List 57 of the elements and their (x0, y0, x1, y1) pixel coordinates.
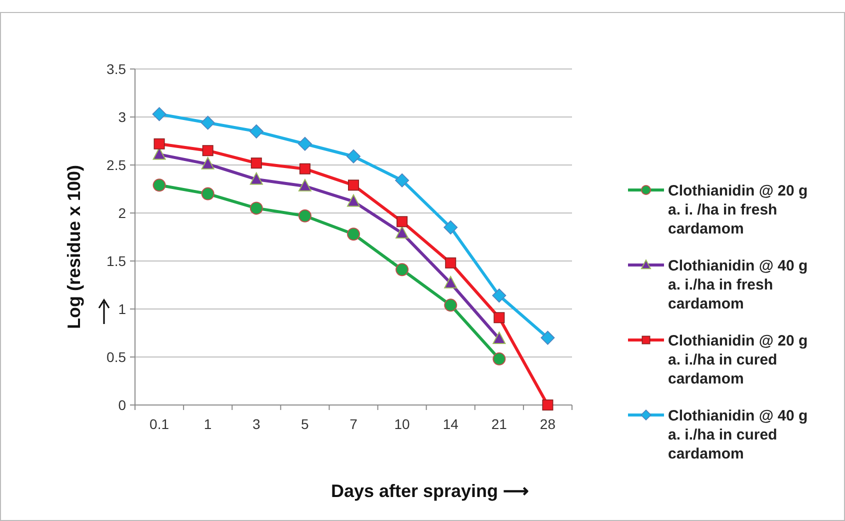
y-tick-label: 2 (118, 204, 126, 221)
point (152, 178, 166, 192)
legend-label: Clothianidin @ 40 g a. i./ha in fresh cardamom (668, 257, 808, 312)
x-tick-label: 21 (491, 416, 508, 432)
point (250, 158, 262, 169)
point (396, 263, 409, 276)
point (201, 156, 214, 170)
y-tick-label: 2.5 (106, 156, 126, 173)
point (152, 107, 166, 122)
x-tick-label: 14 (442, 416, 459, 432)
y-tick-label: 1 (118, 300, 126, 317)
point (347, 228, 360, 241)
point (347, 194, 360, 207)
y-tick-label: 0.5 (106, 348, 126, 365)
point (494, 312, 505, 324)
point (540, 330, 555, 345)
point (445, 257, 456, 268)
x-tick-label: 28 (540, 416, 556, 432)
point (492, 332, 506, 344)
x-tick-label: 5 (301, 416, 310, 432)
point (444, 220, 458, 234)
x-axis-title: Days after spraying ⟶ (330, 481, 530, 501)
legend-label: Clothianidin @ 20 g a. i./ha in cured cardamom (668, 332, 808, 388)
legend-label: Clothianidin @ 20 g a. i. /ha in fresh cardamom (668, 182, 808, 238)
point (396, 216, 408, 228)
point (492, 352, 506, 366)
point (396, 226, 409, 238)
point (250, 172, 263, 185)
x-tick-label: 0.1 (150, 416, 170, 432)
point (250, 202, 263, 215)
point (299, 163, 310, 174)
x-tick-label: 7 (350, 416, 358, 432)
y-tick-label: 0 (118, 396, 126, 413)
point (444, 298, 458, 312)
point (542, 400, 554, 410)
x-tick-label: 3 (252, 416, 260, 432)
point (346, 149, 360, 164)
point (348, 180, 359, 191)
point (444, 276, 458, 288)
point (249, 124, 264, 138)
point (298, 209, 312, 222)
point (298, 136, 312, 151)
y-tick-label: 3.5 (106, 60, 126, 77)
point (395, 173, 410, 188)
point (154, 138, 165, 150)
point (492, 288, 506, 303)
legend-label: Clothianidin @ 40 g a. i./ha in cured cardamom (668, 407, 808, 462)
point (152, 147, 166, 160)
point (200, 116, 215, 130)
y-tick-label: 1.5 (106, 252, 126, 269)
point (298, 179, 312, 192)
x-tick-label: 10 (394, 416, 410, 432)
point (201, 187, 214, 200)
point (202, 145, 214, 156)
y-tick-label: 3 (118, 108, 126, 125)
y-axis-title: Log (residue x 100) (64, 164, 84, 330)
x-tick-label: 1 (204, 416, 212, 432)
